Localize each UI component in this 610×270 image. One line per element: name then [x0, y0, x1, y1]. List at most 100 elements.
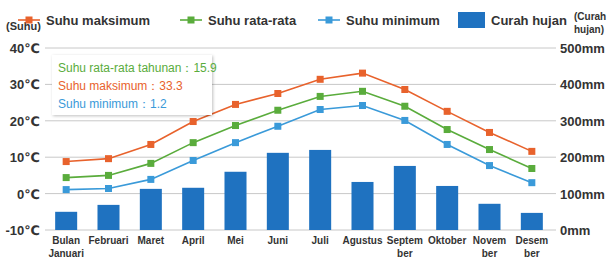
marker: [63, 174, 70, 181]
marker: [63, 186, 70, 193]
marker: [401, 117, 408, 124]
grid-line: [45, 120, 553, 121]
legend-label: Suhu minimum: [346, 13, 440, 28]
y-tick-label: 40℃: [10, 41, 40, 56]
marker: [190, 139, 197, 146]
marker: [232, 101, 239, 108]
grid-line: [45, 48, 553, 49]
grid-line: [45, 193, 553, 194]
marker: [528, 165, 535, 172]
x-tick-label: Juni: [268, 235, 289, 246]
bar: [140, 189, 162, 230]
marker: [317, 93, 324, 100]
annotation: Suhu maksimum：33.3: [58, 79, 183, 93]
y2-tick-label: 0mm: [560, 223, 590, 238]
x-tick-label: April: [182, 235, 205, 246]
bar: [55, 212, 77, 230]
marker: [401, 103, 408, 110]
marker: [444, 108, 451, 115]
y2-tick: [553, 120, 556, 121]
bar: [436, 186, 458, 230]
bar: [351, 182, 373, 230]
x-tick-label: BulanJanuari: [48, 235, 84, 259]
y-tick-label: 10℃: [10, 150, 40, 165]
marker: [232, 139, 239, 146]
x-tick-label: Mei: [227, 235, 244, 246]
marker: [528, 148, 535, 155]
x-tick-label: September: [387, 235, 423, 259]
legend-swatch: [188, 17, 195, 24]
legend-item: Curah hujan: [458, 12, 567, 28]
annotation: Suhu minimum：1.2: [58, 97, 167, 111]
bar: [478, 204, 500, 230]
marker: [274, 107, 281, 114]
legend-label: Suhu rata-rata: [208, 13, 297, 28]
y-tick-label: 20℃: [10, 114, 40, 129]
bar: [267, 153, 289, 230]
legend-swatch: [26, 17, 33, 24]
legend-item: Suhu maksimum: [18, 13, 150, 28]
marker: [486, 162, 493, 169]
marker: [190, 157, 197, 164]
grid-line: [45, 157, 553, 158]
annotation: Suhu rata-rata tahunan：15.9: [58, 61, 217, 75]
marker: [274, 90, 281, 97]
marker: [317, 76, 324, 83]
marker: [105, 155, 112, 162]
x-tick-label: Agustus: [343, 235, 383, 246]
bar: [97, 205, 119, 230]
marker: [359, 88, 366, 95]
y2-tick-label: 100mm: [560, 187, 605, 202]
y2-axis-title: (Curahhujan): [574, 11, 606, 35]
marker: [317, 106, 324, 113]
marker: [105, 185, 112, 192]
marker: [232, 122, 239, 129]
y2-tick: [553, 193, 556, 194]
marker: [444, 141, 451, 148]
legend-label: Suhu maksimum: [46, 13, 150, 28]
x-tick-label: November: [473, 235, 506, 259]
y2-tick-label: 200mm: [560, 150, 605, 165]
bar: [224, 172, 246, 230]
x-tick-label: Oktober: [428, 235, 466, 246]
legend-label: Curah hujan: [491, 13, 567, 28]
y2-tick: [553, 230, 556, 231]
legend-item: Suhu minimum: [318, 13, 440, 28]
y2-tick: [553, 48, 556, 49]
marker: [359, 70, 366, 77]
legend-swatch: [326, 17, 333, 24]
bar: [521, 213, 543, 230]
marker: [486, 146, 493, 153]
y-tick-label: 0℃: [17, 187, 40, 202]
y-tick-label: -10℃: [5, 223, 40, 238]
marker: [444, 126, 451, 133]
marker: [147, 141, 154, 148]
marker: [401, 86, 408, 93]
x-tick-label: Februari: [88, 235, 128, 246]
x-tick-label: Maret: [137, 235, 164, 246]
marker: [528, 179, 535, 186]
line: [66, 106, 532, 190]
marker: [147, 160, 154, 167]
legend-swatch: [458, 12, 485, 28]
y2-tick: [553, 84, 556, 85]
legend-item: Suhu rata-rata: [180, 13, 297, 28]
marker: [105, 172, 112, 179]
bar: [182, 188, 204, 230]
y2-tick-label: 500mm: [560, 41, 605, 56]
y2-tick-label: 400mm: [560, 77, 605, 92]
annotation-box: Suhu rata-rata tahunan：15.9 Suhu maksimum…: [52, 55, 217, 115]
x-tick-label: Desember: [515, 235, 548, 259]
y-axis-title: (Suhu): [6, 20, 41, 32]
marker: [190, 118, 197, 125]
y2-tick: [553, 157, 556, 158]
marker: [147, 176, 154, 183]
marker: [359, 102, 366, 109]
bar: [309, 150, 331, 230]
marker: [63, 158, 70, 165]
marker: [486, 129, 493, 136]
y-tick-label: 30℃: [10, 77, 40, 92]
marker: [274, 123, 281, 130]
chart: -10℃0℃10℃20℃30℃40℃0mm100mm200mm300mm400m…: [0, 0, 610, 270]
grid-line: [45, 230, 553, 231]
